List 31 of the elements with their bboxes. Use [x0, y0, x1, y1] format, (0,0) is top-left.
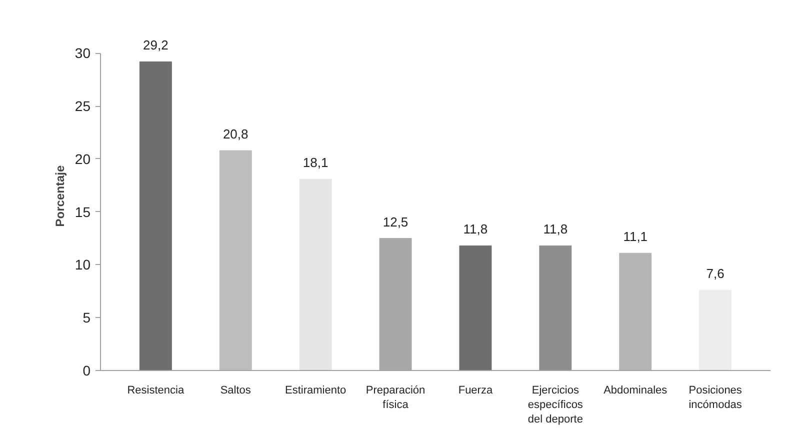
data-label: 29,2 — [143, 38, 168, 53]
bar — [139, 61, 172, 370]
x-tick-label: Posiciones incómodas — [688, 384, 742, 411]
bar — [219, 150, 252, 370]
y-tick-label: 25 — [74, 98, 91, 114]
bar — [459, 245, 492, 370]
x-tick-label: Saltos — [220, 384, 252, 396]
bar — [699, 290, 732, 370]
data-label: 11,1 — [623, 229, 648, 244]
x-tick-label: Abdominales — [604, 384, 668, 396]
y-tick-label: 5 — [82, 310, 91, 326]
x-tick-label: Resistencia — [127, 384, 185, 396]
y-tick-label: 10 — [74, 256, 91, 273]
y-tick-label: 20 — [74, 150, 91, 167]
data-label: 20,8 — [222, 126, 248, 142]
data-label: 12,5 — [382, 214, 408, 230]
y-axis-title: Porcentaje — [52, 164, 67, 227]
x-tick-label: Fuerza — [458, 384, 494, 396]
bar — [539, 245, 572, 370]
y-tick-label: 0 — [82, 362, 91, 378]
x-tick-label: Estiramiento — [285, 384, 346, 396]
y-tick-label: 15 — [74, 204, 91, 220]
data-label: 18,1 — [302, 155, 328, 170]
bar — [619, 252, 652, 370]
data-label: 7,6 — [706, 266, 724, 282]
y-tick-label: 30 — [74, 45, 91, 62]
data-label: 11,8 — [543, 222, 568, 237]
x-tick-label: Preparación física — [366, 384, 426, 411]
data-label: 11,8 — [463, 222, 488, 237]
bar — [299, 178, 332, 370]
x-tick-label: Ejercicios específicos del deporte — [528, 384, 584, 426]
